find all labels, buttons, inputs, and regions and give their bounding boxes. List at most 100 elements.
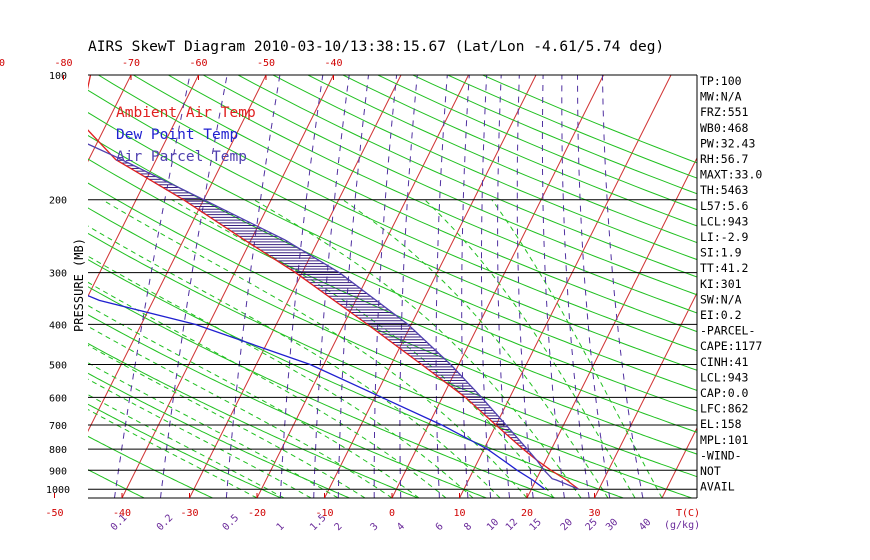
isotherm-line [256, 75, 469, 498]
index-value: TH:5463 [700, 183, 749, 197]
legend-item: Air Parcel Temp [116, 149, 247, 165]
dry-adiabat-line [272, 75, 697, 261]
index-value: CAP:0.0 [700, 386, 749, 400]
index-value: MAXT:33.0 [700, 168, 762, 182]
pressure-tick-label: 100 [49, 71, 67, 82]
temperature-unit-label: T(C) [676, 508, 700, 519]
moist-adiabat-line [88, 255, 474, 498]
pressure-tick-label: 400 [49, 320, 67, 331]
index-value: LCL:943 [700, 370, 749, 384]
pressure-tick-label: 600 [49, 393, 67, 404]
dry-adiabat-line [88, 89, 697, 371]
bottom-axis-tick-label: 30 [588, 508, 600, 519]
mixing-ratio-tick-label: 40 [637, 517, 653, 533]
top-axis-tick-label: -60 [189, 58, 207, 69]
mixing-ratio-line [373, 75, 398, 498]
dry-adiabat-line [97, 75, 697, 352]
top-axis-tick-label: -80 [54, 58, 72, 69]
dry-adiabat-line [88, 112, 697, 391]
top-axis-tick-label: -90 [0, 58, 5, 69]
index-value: NOT [700, 464, 721, 478]
mixing-ratio-tick-label: 0.5 [221, 513, 242, 534]
index-value: SW:N/A [700, 292, 742, 306]
pressure-tick-label: 900 [49, 466, 67, 477]
bottom-axis-tick-label: -20 [248, 508, 266, 519]
legend-item: Dew Point Temp [116, 127, 238, 143]
index-value: EI:0.2 [700, 308, 742, 322]
mixing-ratio-line [435, 75, 448, 498]
air-parcel-temp-line [88, 143, 579, 490]
legend-item: Ambient Air Temp [116, 105, 256, 121]
mixing-ratio-tick-label: 10 [485, 517, 501, 533]
dry-adiabat-line [132, 75, 697, 333]
isotherm-line [391, 75, 604, 498]
bottom-axis-tick-label: -10 [315, 508, 333, 519]
isotherm-line [459, 75, 672, 498]
index-value: KI:301 [700, 277, 742, 291]
isotherm-line [594, 291, 697, 498]
ambient-air-temp-line [88, 75, 579, 490]
pressure-tick-label: 500 [49, 361, 67, 372]
index-value: SI:1.9 [700, 246, 742, 260]
top-axis-tick-label: -50 [257, 58, 275, 69]
chart-title: AIRS SkewT Diagram 2010-03-10/13:38:15.6… [88, 39, 664, 55]
mixing-ratio-line [399, 75, 418, 498]
mixing-ratio-tick-label: 2 [333, 521, 345, 533]
moist-adiabat-line [88, 408, 258, 498]
dry-adiabat-line [237, 75, 697, 278]
moist-adiabat-line [88, 394, 285, 498]
mixing-ratio-line [313, 75, 350, 498]
dry-adiabat-line [88, 182, 697, 455]
dry-adiabat-line [88, 134, 697, 412]
moist-adiabat-line [88, 325, 393, 498]
moist-adiabat-line [253, 199, 582, 498]
index-value: WB0:468 [700, 121, 749, 135]
moist-adiabat-line [491, 199, 663, 498]
pressure-tick-label: 800 [49, 445, 67, 456]
moist-adiabat-line [101, 199, 528, 498]
isotherm-line [121, 75, 334, 498]
mixing-ratio-tick-label: 3 [369, 521, 381, 533]
index-value: -PARCEL- [700, 324, 755, 338]
index-value: L57:5.6 [700, 199, 749, 213]
mixing-ratio-tick-label: 12 [504, 517, 520, 533]
index-value: LI:-2.9 [700, 230, 749, 244]
mixing-ratio-tick-label: 4 [395, 521, 407, 533]
dry-adiabat-line [88, 259, 624, 498]
mixing-ratio-tick-label: 20 [559, 517, 575, 533]
mixing-ratio-line [114, 75, 191, 498]
isotherm-line [189, 75, 402, 498]
index-value: AVAIL [700, 480, 735, 494]
dry-adiabat-line [88, 158, 697, 433]
dew-point-temp-line [88, 295, 546, 490]
pressure-tick-label: 300 [49, 269, 67, 280]
dry-adiabat-line [88, 435, 213, 498]
moist-adiabat-line [88, 344, 366, 498]
index-value: -WIND- [700, 448, 742, 462]
index-value: MW:N/A [700, 90, 742, 104]
index-value: CINH:41 [700, 355, 749, 369]
index-value: LFC:862 [700, 402, 748, 416]
dry-adiabat-line [88, 403, 282, 498]
moist-adiabat-line [424, 199, 636, 498]
bottom-axis-tick-label: -50 [45, 508, 63, 519]
dry-adiabat-line [88, 314, 487, 498]
dry-adiabat-line [202, 75, 697, 296]
bottom-axis-tick-label: 20 [521, 508, 533, 519]
mixing-ratio-tick-label: 8 [462, 521, 474, 533]
index-value: RH:56.7 [700, 152, 749, 166]
mixing-ratio-line [516, 75, 534, 498]
dry-adiabat-line [167, 75, 697, 314]
moist-adiabat-line [88, 225, 501, 498]
top-axis-tick-label: -40 [324, 58, 342, 69]
index-value: CAPE:1177 [700, 339, 762, 353]
index-value: EL:158 [700, 417, 742, 431]
bottom-axis-tick-label: 0 [389, 508, 395, 519]
mixing-ratio-line [577, 75, 611, 498]
mixing-ratio-line [541, 75, 565, 498]
mixing-ratio-line [160, 75, 228, 498]
index-value: MPL:101 [700, 433, 749, 447]
dry-adiabat-line [88, 232, 692, 498]
mixing-ratio-line [497, 75, 510, 498]
